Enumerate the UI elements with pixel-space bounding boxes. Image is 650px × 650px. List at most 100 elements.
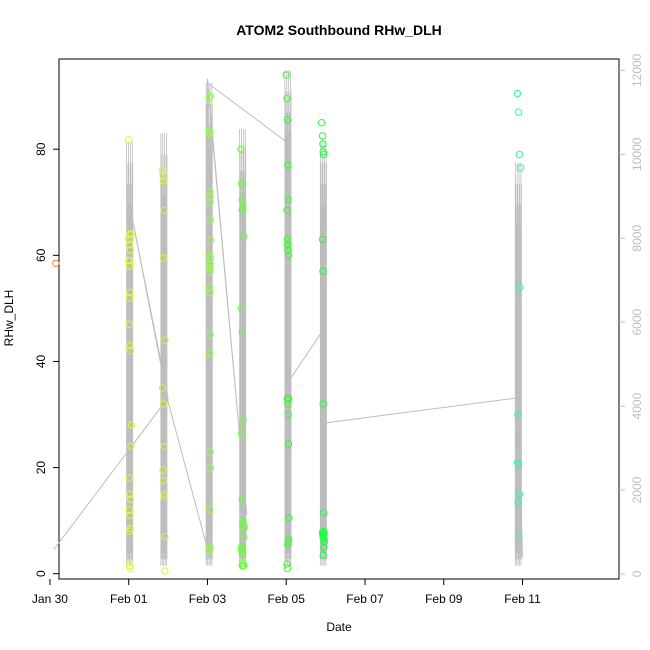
data-point <box>127 421 136 429</box>
data-point <box>125 506 134 514</box>
x-tick-label: Feb 11 <box>504 592 541 606</box>
x-tick-label: Jan 30 <box>32 592 68 606</box>
data-point <box>206 463 215 472</box>
data-point <box>283 235 292 244</box>
y-tick-label: 80 <box>34 142 48 156</box>
x-tick-label: Feb 07 <box>346 592 384 606</box>
data-point <box>318 132 327 140</box>
y-tick-label: 20 <box>34 461 48 475</box>
data-point <box>238 551 247 559</box>
data-point <box>205 93 214 101</box>
data-point <box>126 524 135 533</box>
data-point <box>206 331 214 339</box>
data-point <box>206 236 215 245</box>
data-point <box>320 530 328 538</box>
data-point <box>125 136 133 144</box>
data-point <box>514 410 522 419</box>
y2-tick-label: 8000 <box>630 225 644 252</box>
data-point <box>160 490 168 498</box>
data-point <box>514 461 523 469</box>
data-point <box>126 256 134 265</box>
data-point <box>206 263 214 272</box>
data-point <box>127 230 135 238</box>
data-point <box>318 119 326 127</box>
data-point <box>126 511 134 519</box>
y2-tick-label: 4000 <box>630 392 644 419</box>
data-point <box>125 241 134 249</box>
y-tick-label: 40 <box>34 354 48 368</box>
data-point <box>126 347 135 355</box>
data-point <box>238 495 246 504</box>
y2-tick-label: 6000 <box>630 308 644 335</box>
data-point <box>125 294 134 302</box>
data-point <box>319 267 327 275</box>
data-point <box>240 524 248 533</box>
data-point <box>319 150 328 159</box>
data-point <box>239 416 247 424</box>
data-point <box>283 95 291 103</box>
data-point <box>159 254 168 262</box>
data-point <box>238 206 246 214</box>
data-point <box>284 394 293 403</box>
x-axis: Jan 30 Feb 01 Feb 03 Feb 05 Feb 07 Feb 09 Feb … <box>32 579 541 606</box>
x-axis-label: Date <box>326 620 352 634</box>
y-axis-right: 0 2000 4000 6000 8000 10000 12000 <box>619 53 644 577</box>
data-point <box>126 288 134 297</box>
data-point <box>514 108 523 116</box>
data-point <box>205 546 214 554</box>
data-point <box>126 341 134 350</box>
data-point <box>206 267 214 275</box>
data-point <box>237 145 245 153</box>
data-point <box>125 474 134 482</box>
data-point <box>240 522 248 530</box>
points-group <box>52 71 525 575</box>
data-point <box>284 538 292 546</box>
data-point <box>514 498 522 506</box>
data-point <box>515 490 524 498</box>
data-point <box>284 400 292 408</box>
data-point <box>283 560 291 568</box>
data-point <box>516 283 524 291</box>
data-point <box>239 516 247 525</box>
data-point <box>158 166 166 175</box>
data-point <box>319 148 327 156</box>
data-point <box>516 164 525 172</box>
data-point <box>284 410 292 419</box>
data-point <box>238 546 246 554</box>
data-point <box>284 251 293 260</box>
data-point <box>237 304 246 313</box>
data-point <box>52 259 60 267</box>
data-point <box>206 260 214 268</box>
x-tick-label: Feb 09 <box>425 592 463 606</box>
data-point <box>238 195 246 204</box>
y-axis-left: 0 20 40 60 80 <box>34 142 59 577</box>
data-point <box>284 195 292 204</box>
data-point <box>206 92 214 100</box>
data-point <box>284 161 292 169</box>
data-point <box>206 506 214 514</box>
data-point <box>206 198 214 207</box>
data-point <box>205 251 214 260</box>
y-axis-label: RHw_DLH <box>2 290 16 347</box>
data-point <box>238 180 246 188</box>
data-point <box>285 514 293 522</box>
data-point <box>161 532 169 541</box>
data-point <box>318 528 327 536</box>
data-point <box>319 551 327 559</box>
data-point <box>284 246 292 254</box>
data-point <box>238 562 246 570</box>
data-point <box>514 532 523 541</box>
chart-title: ATOM2 Southbound RHw_DLH <box>236 22 442 38</box>
data-point <box>206 216 215 224</box>
data-point <box>161 336 169 344</box>
line-series-group <box>53 70 523 566</box>
data-point <box>159 177 168 185</box>
data-point <box>159 466 167 474</box>
data-point <box>284 540 292 549</box>
data-point <box>206 349 214 358</box>
data-point <box>125 320 134 328</box>
data-point <box>126 495 135 504</box>
data-point <box>160 442 168 450</box>
data-point <box>126 490 134 498</box>
